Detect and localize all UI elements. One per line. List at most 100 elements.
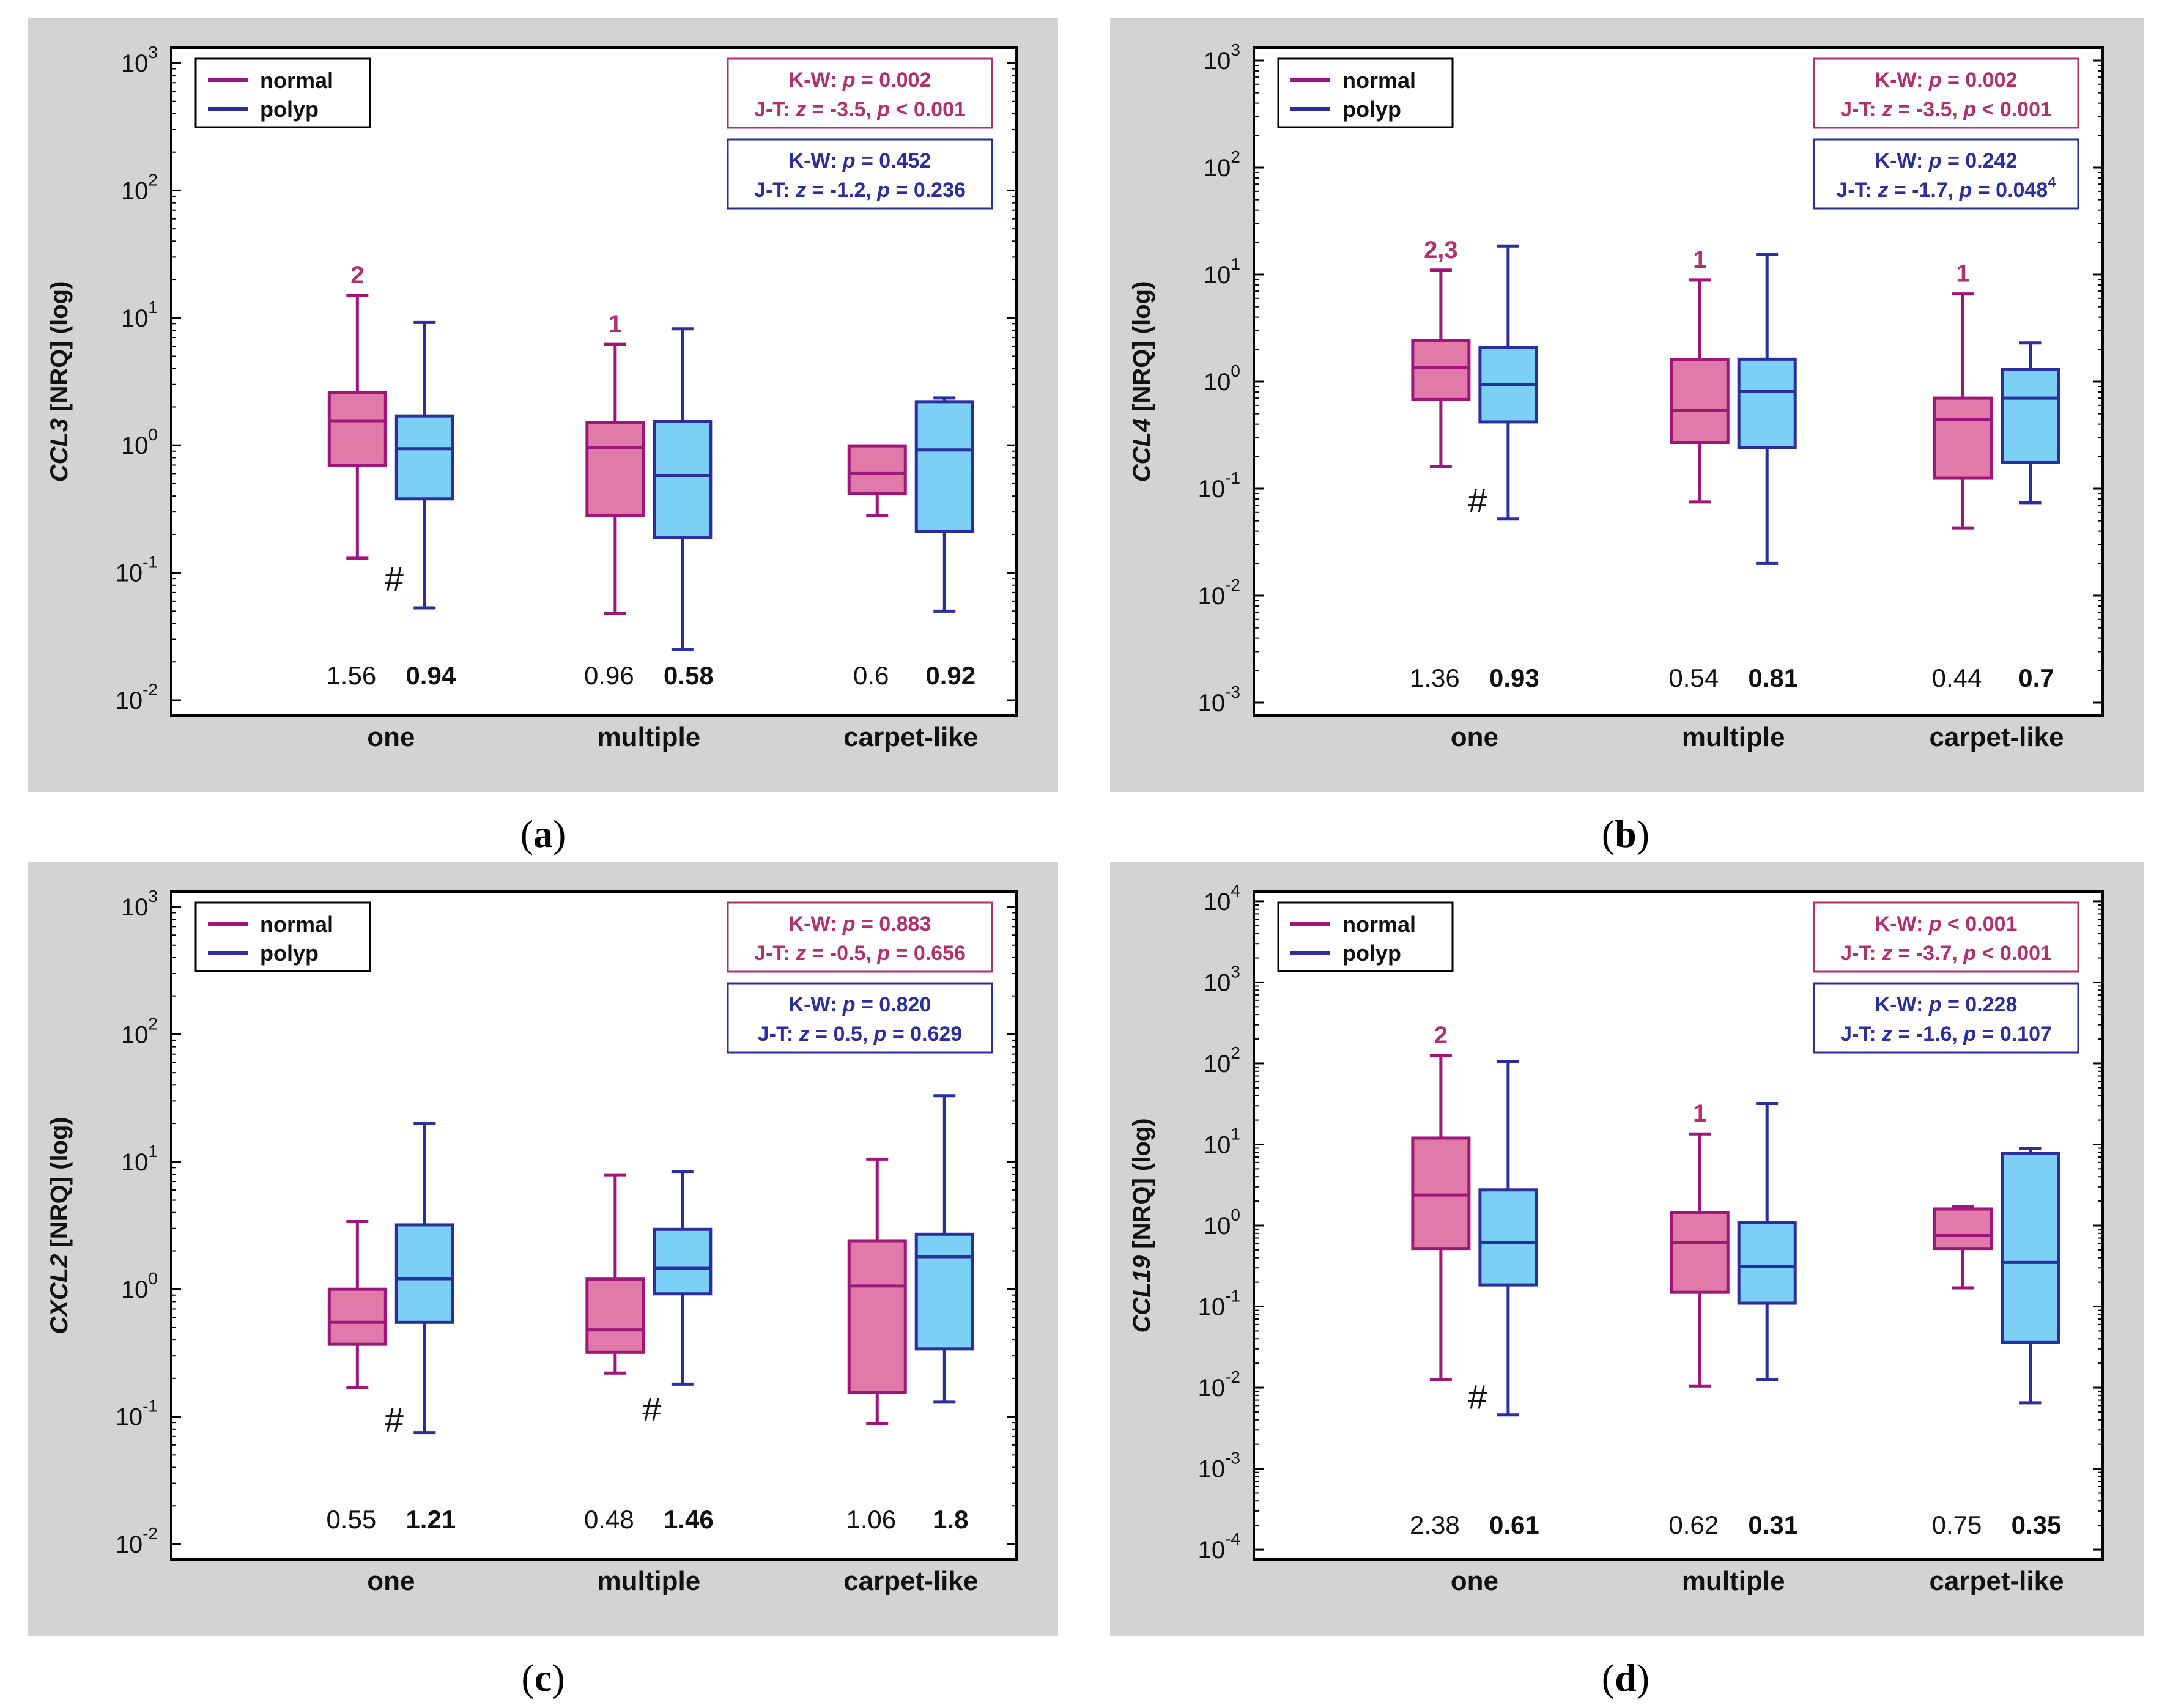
iqr-box <box>1670 1211 1730 1294</box>
stats-test-label: J-T: <box>754 179 796 202</box>
median-label-normal: 0.75 <box>1932 1510 1982 1539</box>
plot-frame <box>1253 890 2104 1561</box>
median-label-normal: 0.54 <box>1668 664 1719 692</box>
legend-polyp-label: polyp <box>1342 97 1401 122</box>
median-label-polyp: 0.58 <box>664 661 714 690</box>
median-label-polyp: 1.21 <box>405 1505 456 1534</box>
box-polyp <box>1737 1102 1797 1381</box>
stats-test-label: J-T: <box>1840 1022 1882 1046</box>
stats-z-symbol: z <box>795 98 806 121</box>
kruskal-wallis-line: K-W: p = 0.452 <box>789 149 931 172</box>
stats-p-symbol: p <box>876 942 890 965</box>
stats-p-symbol: p <box>1928 149 1942 172</box>
box-polyp <box>914 396 974 613</box>
panel-caption: (b) <box>1602 812 1649 856</box>
stats-test-label: K-W: <box>1875 149 1929 172</box>
panel-caption: (c) <box>521 1656 565 1699</box>
box-polyp <box>394 1122 454 1435</box>
y-tick-exponent: -2 <box>1225 1367 1240 1386</box>
y-tick-label: 10-2 <box>1198 1367 1240 1402</box>
stats-test-label: J-T: <box>758 1022 799 1046</box>
legend-normal-label: normal <box>260 912 333 937</box>
y-tick-label: 10-1 <box>116 1397 158 1431</box>
y-tick-label: 10-3 <box>1198 1449 1240 1483</box>
significance-label: 2 <box>350 262 364 289</box>
stats-test-label: J-T: <box>754 942 796 965</box>
hash-marker: # <box>1468 481 1487 520</box>
median-label-normal: 0.96 <box>584 661 634 690</box>
jt-z-value: = -3.5, <box>806 98 877 121</box>
y-tick-label: 10-3 <box>1198 682 1240 717</box>
iqr-box <box>394 1223 454 1324</box>
stats-box-normal: K-W: p < 0.001 J-T: z = -3.7, p < 0.001 <box>1813 901 2079 973</box>
y-tick-label: 101 <box>1204 1124 1240 1158</box>
kw-p-value: = 0.002 <box>1942 68 2018 92</box>
y-tick-exponent: -2 <box>1225 575 1240 594</box>
hash-marker: # <box>385 560 404 598</box>
kw-p-value: = 0.820 <box>856 993 931 1016</box>
jt-z-value: = -1.7, <box>1888 179 1959 202</box>
iqr-box <box>2001 368 2060 464</box>
stats-test-label: K-W: <box>789 149 843 172</box>
stats-p-symbol: p <box>1963 98 1976 121</box>
y-tick-label: 100 <box>1204 361 1240 396</box>
stats-p-symbol: p <box>842 68 856 92</box>
stats-test-label: K-W: <box>1875 68 1929 92</box>
y-tick-exponent: -1 <box>143 1397 158 1416</box>
jt-p-value: < 0.001 <box>1976 942 2052 965</box>
y-tick-exponent: 0 <box>148 1269 158 1288</box>
box-normal <box>847 444 907 517</box>
legend-normal-label: normal <box>1342 68 1416 93</box>
caption-paren: ) <box>552 1656 565 1699</box>
significance-label: 1 <box>1693 246 1706 273</box>
jt-z-value: = -0.5, <box>806 942 877 965</box>
caption-letter: a <box>533 812 553 856</box>
stats-box-frame <box>1813 982 2079 1054</box>
x-tick-label: one <box>1451 722 1498 752</box>
y-tick-exponent: 2 <box>1231 147 1240 166</box>
y-tick-exponent: 0 <box>1231 1205 1240 1224</box>
jt-z-value: = -1.2, <box>806 179 877 202</box>
box-polyp <box>914 1094 974 1404</box>
median-label-polyp: 0.81 <box>1748 664 1798 692</box>
median-label-polyp: 0.35 <box>2012 1510 2062 1539</box>
stats-p-symbol: p <box>1928 68 1942 92</box>
median-label-normal: 0.44 <box>1932 664 1982 692</box>
caption-paren: ( <box>1602 1656 1615 1699</box>
y-tick-label: 103 <box>121 887 158 921</box>
y-axis-unit: [NRQ] (log) <box>1128 1118 1155 1255</box>
caption-letter: b <box>1615 812 1637 856</box>
y-tick-base: 10 <box>1204 969 1231 996</box>
iqr-box <box>1411 339 1471 401</box>
box-normal <box>1411 1054 1471 1381</box>
kruskal-wallis-line: K-W: p < 0.001 <box>1875 912 2018 936</box>
y-axis-label: CCL3 [NRQ] (log) <box>46 281 73 482</box>
jt-p-superscript: 4 <box>2048 174 2056 191</box>
y-tick-exponent: 0 <box>1231 361 1240 380</box>
stats-test-label: J-T: <box>1840 942 1882 965</box>
jonckheere-terpstra-line: J-T: z = -1.6, p = 0.107 <box>1840 1022 2052 1046</box>
jonckheere-terpstra-line: J-T: z = -3.7, p < 0.001 <box>1840 942 2052 965</box>
stats-z-symbol: z <box>1877 179 1888 202</box>
stats-box-frame <box>1813 57 2079 129</box>
y-tick-exponent: 3 <box>1231 962 1240 981</box>
stats-test-label: J-T: <box>1840 98 1882 121</box>
panel-caption: (a) <box>520 812 566 856</box>
y-tick-exponent: -3 <box>1225 1449 1240 1468</box>
y-tick-base: 10 <box>121 432 149 459</box>
x-tick-label: carpet-like <box>1929 722 2064 752</box>
significance-label: 1 <box>609 311 622 338</box>
significance-label: 1 <box>1956 261 1969 287</box>
jonckheere-terpstra-line: J-T: z = -1.7, p = 0.0484 <box>1836 174 2056 202</box>
box-polyp <box>2001 1147 2060 1405</box>
iqr-box <box>1670 358 1730 445</box>
y-tick-label: 102 <box>121 1014 158 1048</box>
median-label-normal: 0.48 <box>584 1505 634 1534</box>
y-tick-label: 10-2 <box>116 1524 158 1558</box>
kw-p-value: = 0.002 <box>856 68 931 92</box>
plot-frame <box>170 890 1018 1561</box>
significance-label: 1 <box>1693 1100 1706 1127</box>
box-polyp <box>653 1170 713 1386</box>
